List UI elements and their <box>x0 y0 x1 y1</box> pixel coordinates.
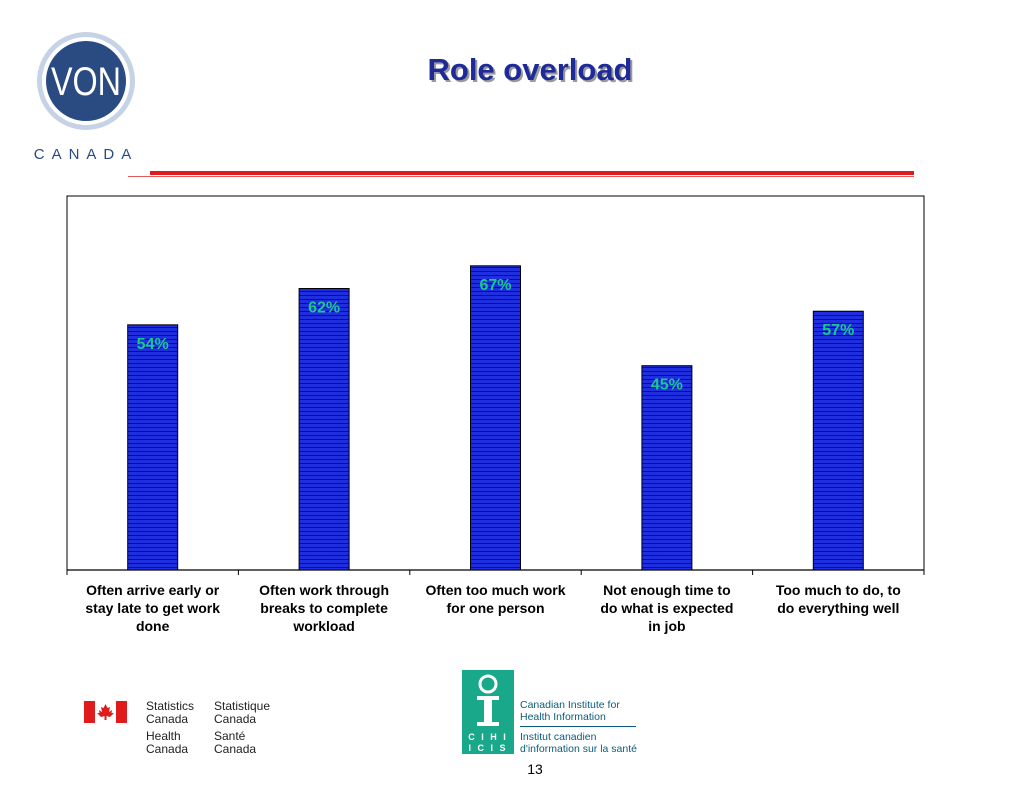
category-label: Often arrive early or stay late to get wo… <box>70 581 236 635</box>
category-label-line: in job <box>648 618 686 634</box>
data-label: 45% <box>651 377 683 394</box>
canada-flag-icon <box>84 701 127 723</box>
logo-von-text: VON <box>51 60 121 104</box>
statcan-fr-text: Statistique Canada <box>214 699 271 726</box>
bar <box>812 310 864 571</box>
category-label-line: workload <box>293 618 355 634</box>
data-label: 67% <box>479 277 511 294</box>
logo-canada-text: CANADA <box>34 146 138 163</box>
page-number: 13 <box>527 761 543 777</box>
data-label: 54% <box>137 336 169 353</box>
data-labels-group: 54% 62% 67% 45% 57% <box>137 277 855 394</box>
data-label: 62% <box>308 300 340 317</box>
category-label-line: do what is expected <box>600 600 734 616</box>
category-label-line: Often too much work <box>425 582 566 598</box>
category-label: Often too much work for one person <box>413 581 579 617</box>
category-label-line: Often arrive early or <box>86 582 220 598</box>
statcan-en-text: Statistics Canada <box>146 699 195 726</box>
category-label-line: done <box>135 618 170 634</box>
title-rule <box>150 171 914 175</box>
category-label-line: do everything well <box>777 600 900 616</box>
category-label-line: breaks to complete <box>260 600 388 616</box>
category-label: Too much to do, to do everything well <box>755 581 921 617</box>
category-label: Often work through breaks to complete work… <box>241 581 407 635</box>
health-en-text: Health Canada <box>146 729 189 756</box>
svg-text:I C I S: I C I S <box>468 743 507 753</box>
category-label-line: Not enough time to <box>603 582 731 598</box>
category-label-line: Too much to do, to <box>775 582 901 598</box>
bar <box>127 324 179 571</box>
category-label-line: for one person <box>446 600 545 616</box>
cihi-fr-text: Institut canadien d'information sur la s… <box>520 731 637 755</box>
cihi-divider <box>520 726 636 727</box>
bar <box>641 365 693 571</box>
logo-inner-disc <box>46 41 126 121</box>
slide-title: Role overload <box>427 52 633 87</box>
bars-group <box>127 265 864 571</box>
category-label: Not enough time to do what is expected in … <box>584 581 750 635</box>
category-label-line: stay late to get work <box>85 600 220 616</box>
category-label-line: Often work through <box>259 582 390 598</box>
von-canada-logo: VON CANADA <box>34 32 138 163</box>
cihi-logo: C I H I I C I S <box>462 670 514 754</box>
title-rule-thin <box>128 176 914 177</box>
bar <box>470 265 521 571</box>
data-label: 57% <box>822 322 854 339</box>
health-fr-text: Santé Canada <box>214 729 257 756</box>
x-axis-ticks <box>66 570 925 575</box>
bar <box>298 288 350 571</box>
svg-text:C I H I: C I H I <box>468 732 508 742</box>
cihi-en-text: Canadian Institute for Health Informatio… <box>520 699 620 723</box>
